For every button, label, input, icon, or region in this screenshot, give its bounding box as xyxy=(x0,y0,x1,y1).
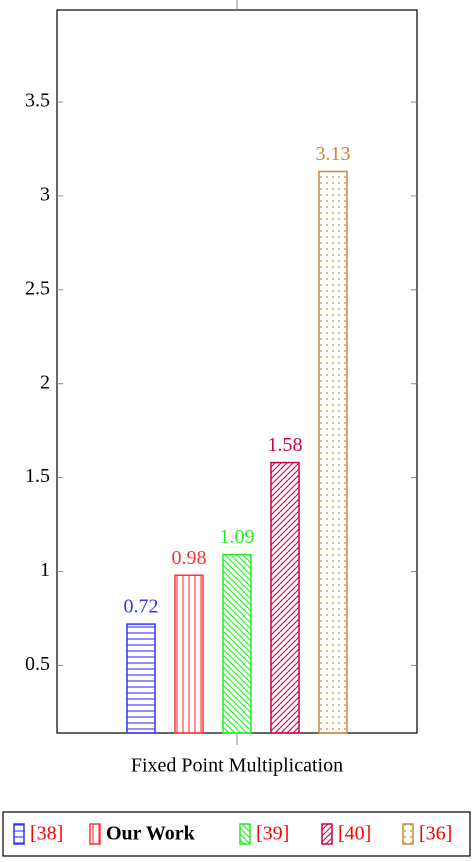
legend-swatch xyxy=(402,823,414,845)
bar xyxy=(222,553,252,734)
y-tick-label: 3.5 xyxy=(25,90,50,112)
legend-swatch xyxy=(89,823,101,845)
value-label: 1.58 xyxy=(268,434,303,456)
legend-swatch xyxy=(13,823,25,845)
y-tick-label: 2 xyxy=(40,371,50,393)
legend-swatch xyxy=(239,823,251,845)
y-tick-label: 1.5 xyxy=(25,465,50,487)
legend-label: Our Work xyxy=(106,823,196,845)
bar xyxy=(126,623,156,734)
y-tick-label: 1 xyxy=(40,559,50,581)
y-tick-label: 2.5 xyxy=(25,277,50,299)
y-tick-label: 3 xyxy=(40,184,50,206)
legend-label: [38] xyxy=(30,823,63,845)
legend-label: [36] xyxy=(419,823,452,845)
value-label: 1.09 xyxy=(220,526,255,548)
value-label: 0.72 xyxy=(124,596,159,618)
y-tick-label: 0.5 xyxy=(25,653,50,675)
bar xyxy=(270,461,300,734)
value-label: 3.13 xyxy=(316,143,351,165)
legend-swatch xyxy=(321,823,333,845)
bar xyxy=(174,574,204,734)
legend-box xyxy=(2,811,471,857)
bar xyxy=(318,170,348,734)
value-label: 0.98 xyxy=(172,547,207,569)
legend-label: [40] xyxy=(338,823,371,845)
x-tick-label: Fixed Point Multiplication xyxy=(131,755,343,777)
legend-label: [39] xyxy=(256,823,289,845)
